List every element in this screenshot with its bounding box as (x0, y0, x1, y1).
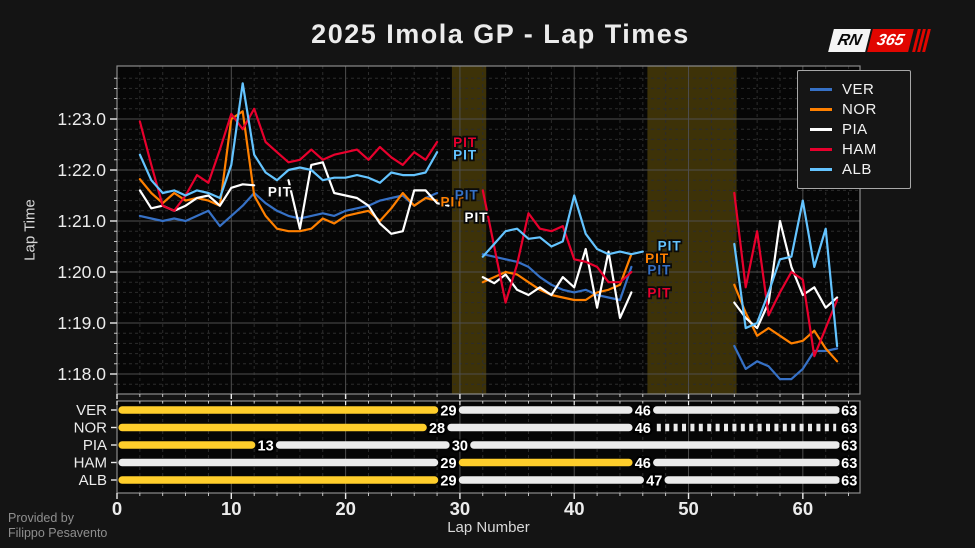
stint-end-lap: 63 (841, 474, 857, 490)
stint-end-lap: 63 (841, 404, 857, 420)
legend-label-NOR: NOR (842, 101, 877, 119)
stint-end-lap: 30 (452, 439, 468, 455)
pit-label: PIT (464, 210, 488, 225)
chart-title: 2025 Imola GP - Lap Times (311, 19, 690, 49)
legend-label-HAM: HAM (842, 140, 877, 158)
credit-line-1: Provided by (8, 511, 75, 525)
credit-line-2: Filippo Pesavento (8, 525, 108, 540)
stint-end-lap: 29 (440, 456, 456, 472)
pit-label: PIT (647, 262, 671, 277)
x-tick-label: 40 (564, 498, 585, 519)
stint-end-lap: 13 (258, 439, 274, 455)
pit-label: PIT (453, 135, 477, 150)
stint-end-lap: 46 (635, 456, 651, 472)
main-plot: PITPITPITPITPITPITPITPITPITPIT1:23.01:22… (57, 65, 861, 399)
stint-end-lap: 28 (429, 421, 445, 437)
stint-row-NOR: NOR 28 46 63 (74, 419, 860, 440)
series-PIA (138, 161, 839, 330)
stint-row-VER: VER 29 46 63 (76, 401, 859, 422)
stint-row-label: VER (76, 402, 107, 419)
x-tick-label: 50 (678, 498, 699, 519)
main-axis-ticks: 1:23.0 1:22.0 1:21.0 1:20.0 1:19.0 1:18.0 (57, 77, 849, 399)
stint-plot: VER 29 46 63 NOR 28 46 63 PIA 13 30 63 HAM 29 46 63 ALB 2… (74, 400, 861, 519)
stint-row-label: HAM (74, 455, 107, 472)
pit-label: PIT (647, 285, 671, 300)
pit-label: PIT (455, 187, 479, 202)
legend-swatch-HAM (810, 147, 832, 151)
stint-end-lap: 46 (635, 404, 651, 420)
legend-label-ALB: ALB (842, 160, 872, 178)
pit-label: PIT (658, 238, 682, 253)
legend-swatch-VER (810, 88, 832, 92)
x-tick-label: 20 (335, 498, 356, 519)
pit-label: PIT (268, 184, 292, 199)
series-HAM (138, 107, 839, 358)
series-ALB (138, 82, 839, 348)
pit-label: PIT (645, 251, 669, 266)
x-axis-title: Lap Number (447, 519, 530, 536)
legend-label-VER: VER (842, 81, 875, 99)
x-tick-label: 60 (793, 498, 814, 519)
y-tick-label: 1:22.0 (57, 160, 106, 180)
y-tick-label: 1:18.0 (57, 364, 106, 384)
series-lines (138, 82, 839, 381)
stint-end-lap: 46 (635, 421, 651, 437)
legend-label-PIA: PIA (842, 120, 868, 138)
pit-label: PIT (453, 148, 477, 163)
highlight-band (647, 66, 737, 394)
stint-end-lap: 63 (841, 421, 857, 437)
legend-swatch-NOR (810, 108, 832, 112)
y-tick-label: 1:20.0 (57, 262, 106, 282)
stint-row-ALB: ALB 29 47 63 (79, 471, 860, 492)
y-tick-label: 1:19.0 (57, 313, 106, 333)
legend-item-PIA: PIA (810, 120, 898, 140)
stint-row-label: ALB (79, 472, 107, 489)
legend-item-VER: VER (810, 80, 898, 100)
highlight-band (451, 66, 487, 394)
stint-end-lap: 29 (440, 404, 456, 420)
stint-end-lap: 29 (440, 474, 456, 490)
x-tick-label: 10 (221, 498, 242, 519)
stint-row-PIA: PIA 13 30 63 (83, 436, 860, 457)
stint-end-lap: 47 (646, 474, 662, 490)
stint-row-label: NOR (74, 420, 108, 437)
stint-end-lap: 63 (841, 456, 857, 472)
stint-row-label: PIA (83, 437, 107, 454)
pit-label: PIT (440, 195, 464, 210)
legend-item-NOR: NOR (810, 100, 898, 120)
legend-swatch-PIA (810, 127, 832, 131)
credit: Provided by Filippo Pesavento (8, 511, 107, 540)
x-tick-label: 0 (112, 498, 122, 519)
y-tick-label: 1:23.0 (57, 109, 106, 129)
legend-swatch-ALB (810, 167, 832, 171)
x-tick-label: 30 (450, 498, 471, 519)
legend: VER NOR PIA HAM ALB (797, 70, 911, 189)
stint-row-HAM: HAM 29 46 63 (74, 454, 860, 475)
y-tick-label: 1:21.0 (57, 211, 106, 231)
legend-item-ALB: ALB (810, 159, 898, 179)
y-axis-title: Lap Time (21, 199, 39, 261)
legend-item-HAM: HAM (810, 139, 898, 159)
stint-end-lap: 63 (841, 439, 857, 455)
